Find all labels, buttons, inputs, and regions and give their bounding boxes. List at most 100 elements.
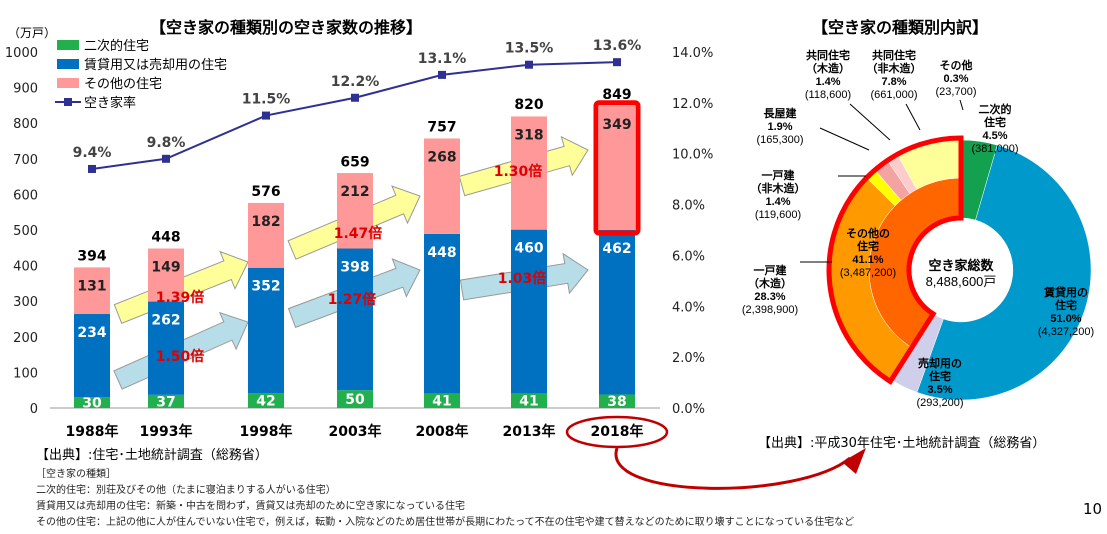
x-tick-label: 2018年 xyxy=(591,423,644,440)
right-chart-title: 【空き家の種類別内訳】 xyxy=(812,18,989,37)
rate-marker xyxy=(438,70,446,79)
bar-segment xyxy=(337,173,373,249)
y2-tick-label: 2.0% xyxy=(672,351,705,366)
page-number: 10 xyxy=(1083,500,1103,518)
bar-segment xyxy=(337,248,373,391)
y2-tick-label: 8.0% xyxy=(672,199,705,214)
y2-tick-label: 0.0% xyxy=(672,402,705,417)
rate-marker xyxy=(162,154,170,163)
label-misc: その他 0.3% (23,700) xyxy=(935,60,977,98)
label-apt-wood: 共同住宅 （木造） 1.4% (118,600) xyxy=(804,50,852,101)
note-line: 二次的住宅：別荘及びその他（たまに寝泊まりする人がいる住宅） xyxy=(36,485,336,496)
legend-label: 空き家率 xyxy=(84,95,136,111)
bar-segment xyxy=(148,301,184,395)
rate-label: 13.5% xyxy=(505,41,554,57)
rate-label: 9.8% xyxy=(147,135,186,151)
legend-label: その他の住宅 xyxy=(84,77,162,92)
bar-value-label: 41 xyxy=(432,394,451,410)
bar-value-label: 318 xyxy=(514,127,543,143)
rate-marker xyxy=(525,60,533,69)
bar-value-label: 50 xyxy=(345,392,365,408)
rate-marker xyxy=(613,58,621,67)
bar-value-label: 262 xyxy=(151,313,180,329)
growth-label: 1.30倍 xyxy=(494,163,543,180)
donut-center-label: 空き家総数 8,488,600戸 xyxy=(925,258,997,289)
highlight-year-ellipse xyxy=(565,415,669,449)
bar-segment xyxy=(424,233,460,394)
label-sale: 売却用の 住宅 3.5% (293,200) xyxy=(916,358,964,409)
y-axis-unit: （万戸） xyxy=(8,26,57,40)
leader-line xyxy=(819,127,870,151)
y-tick-label: 600 xyxy=(13,188,38,203)
bar-segment xyxy=(248,202,284,268)
legend-swatch xyxy=(57,59,79,69)
bar-segment xyxy=(74,397,110,408)
legend-label: 賃貸用又は売却用の住宅 xyxy=(84,57,227,73)
y-tick-label: 1000 xyxy=(5,46,38,61)
y-tick-label: 300 xyxy=(13,295,38,310)
bar-total-label: 757 xyxy=(427,120,456,136)
bar-segment xyxy=(599,105,635,230)
bar-value-label: 30 xyxy=(82,396,102,412)
bar-value-label: 398 xyxy=(340,260,369,276)
y2-tick-label: 6.0% xyxy=(672,249,705,264)
bar-total-label: 576 xyxy=(251,184,280,200)
bar-segment xyxy=(511,116,547,230)
y-tick-label: 500 xyxy=(13,224,38,239)
bar-total-label: 820 xyxy=(514,97,543,113)
y-tick-label: 800 xyxy=(13,117,38,132)
y2-tick-label: 10.0% xyxy=(672,148,713,163)
legend-swatch xyxy=(57,40,79,50)
right-source: 【出典】:平成30年住宅･土地統計調査（総務省） xyxy=(758,436,1046,451)
bar-segment xyxy=(337,390,373,408)
bar-segment xyxy=(599,230,635,395)
connector-arrowhead xyxy=(842,448,866,474)
bar-segment xyxy=(148,248,184,302)
y-tick-label: 900 xyxy=(13,82,38,97)
highlight-box xyxy=(593,100,641,236)
y2-tick-label: 14.0% xyxy=(672,46,713,61)
bar-segment xyxy=(248,393,284,408)
rate-label: 9.4% xyxy=(73,145,112,161)
bar-total-label: 448 xyxy=(151,230,180,246)
x-tick-label: 2008年 xyxy=(416,423,469,440)
bar-segment xyxy=(74,314,110,398)
rate-label: 13.1% xyxy=(418,51,467,67)
x-tick-label: 2003年 xyxy=(329,423,382,440)
rate-label: 11.5% xyxy=(242,92,291,108)
leader-line xyxy=(905,103,921,131)
bar-value-label: 182 xyxy=(251,214,280,230)
y2-tick-label: 12.0% xyxy=(672,97,713,112)
rate-marker xyxy=(88,164,96,173)
legend-marker xyxy=(64,98,72,106)
left-chart-title: 【空き家の種類別の空き家数の推移】 xyxy=(150,18,423,37)
label-other: その他の 住宅 41.1% (3,487,200) xyxy=(839,228,897,279)
y-tick-label: 200 xyxy=(13,331,38,346)
y-tick-label: 700 xyxy=(13,153,38,168)
bar-segment xyxy=(424,138,460,234)
growth-label: 1.47倍 xyxy=(334,225,383,242)
y-tick-label: 100 xyxy=(13,366,38,381)
bar-segment xyxy=(511,229,547,394)
left-source: 【出典】:住宅･土地統計調査（総務省） xyxy=(36,448,268,463)
label-rental: 賃貸用の 住宅 51.0% (4,327,200) xyxy=(1037,287,1095,338)
rate-marker xyxy=(351,93,359,102)
bar-total-label: 849 xyxy=(602,87,631,103)
bar-value-label: 234 xyxy=(77,325,106,341)
label-secondary: 二次的 住宅 4.5% (381,000) xyxy=(971,104,1019,155)
note-line: 賃貸用又は売却用の住宅：新築・中古を問わず，賃貸又は売却のために空き家になってい… xyxy=(36,501,465,512)
bar-value-label: 38 xyxy=(607,394,626,410)
label-apt-nonwood: 共同住宅 （非木造） 7.8% (661,000) xyxy=(866,50,922,101)
bar-value-label: 131 xyxy=(77,278,106,294)
bar-value-label: 460 xyxy=(514,241,543,257)
y2-tick-label: 4.0% xyxy=(672,300,705,315)
connector-arrow xyxy=(614,447,851,490)
label-detached-nonwood: 一戸建 （非木造） 1.4% (119,600) xyxy=(750,170,806,221)
bar-segment xyxy=(74,267,110,315)
growth-label: 1.03倍 xyxy=(498,270,547,287)
donut-slice xyxy=(916,144,1092,401)
growth-label: 1.39倍 xyxy=(156,289,205,306)
bar-value-label: 37 xyxy=(156,394,175,410)
